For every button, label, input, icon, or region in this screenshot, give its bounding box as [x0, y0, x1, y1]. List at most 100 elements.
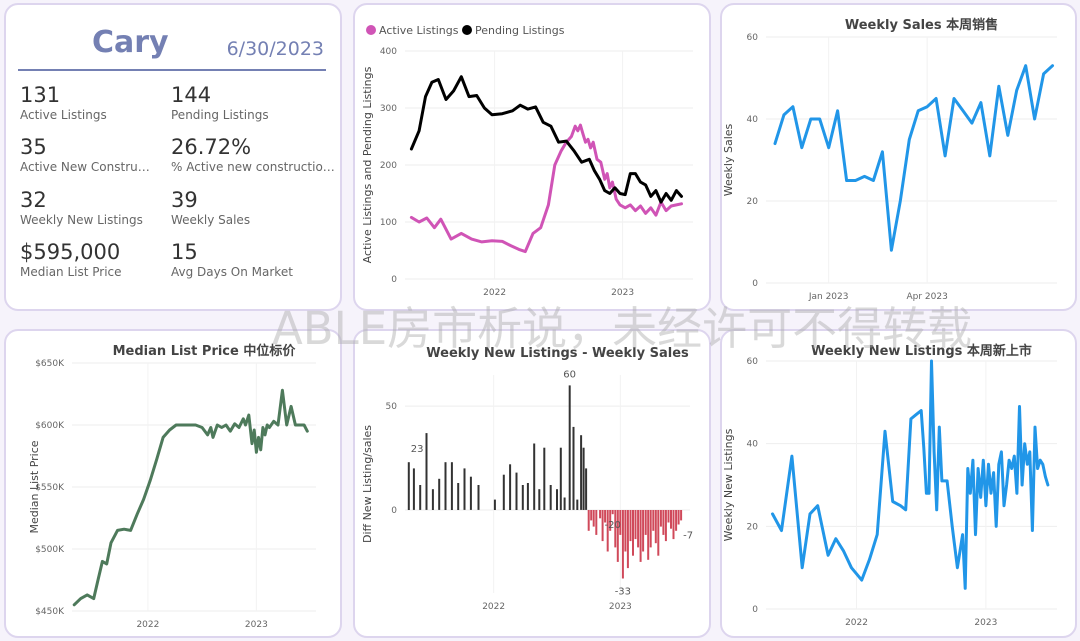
- y-tick-label: 200: [380, 161, 397, 171]
- kpi-value: 39: [171, 188, 198, 212]
- data-label: -33: [615, 586, 631, 597]
- x-tick-label: Jan 2023: [808, 292, 849, 302]
- y-axis-label: Active Listings and Pending Listings: [361, 66, 374, 263]
- kpi-avg-days-on-market: 15 Avg Days On Market: [171, 240, 307, 280]
- bar: [604, 510, 607, 523]
- data-label: -7: [683, 530, 693, 541]
- bar: [457, 483, 460, 510]
- bar: [587, 510, 590, 531]
- bar: [595, 510, 598, 535]
- bar: [677, 510, 680, 525]
- series-line-0: [72, 388, 309, 607]
- kpi-label: Active New Constructions: [20, 160, 156, 174]
- bar: [509, 464, 512, 510]
- bar: [576, 499, 579, 510]
- kpi-active-listings: 131 Active Listings: [20, 83, 156, 123]
- kpi-value: 32: [20, 188, 47, 212]
- kpi-pct-new-constructions: 26.72% % Active new constructions: [171, 135, 336, 175]
- diff-chart-panel: Weekly New Listings - Weekly Sales 0 50 202…: [353, 329, 711, 638]
- series-line-0: [409, 123, 683, 254]
- kpi-value: 131: [20, 83, 61, 107]
- y-tick-label: $550K: [35, 483, 65, 493]
- bar: [444, 462, 447, 510]
- bar: [614, 510, 617, 548]
- bar: [559, 447, 562, 510]
- x-tick-label: 2023: [611, 288, 634, 298]
- bar: [572, 426, 575, 510]
- x-tick-label: 2023: [245, 620, 268, 630]
- kpi-pending-listings: 144 Pending Listings: [171, 83, 307, 123]
- chart-title: Weekly New Listings 本周新上市: [811, 343, 1032, 359]
- kpi-label: Pending Listings: [171, 108, 269, 122]
- legend-label: Pending Listings: [475, 24, 565, 37]
- bar: [526, 483, 529, 510]
- y-tick-label: $600K: [35, 421, 65, 431]
- bar: [634, 510, 637, 540]
- y-tick-label: 60: [747, 357, 759, 367]
- bar: [672, 510, 675, 540]
- data-label: 23: [411, 444, 424, 455]
- bar: [590, 510, 593, 521]
- bar: [675, 510, 678, 531]
- bar: [582, 447, 585, 510]
- bar: [654, 510, 657, 544]
- bar: [680, 510, 683, 521]
- bar: [515, 472, 518, 510]
- y-tick-label: $500K: [35, 545, 65, 555]
- data-label: -20: [605, 520, 621, 531]
- bar: [477, 485, 480, 510]
- kpi-label: Median List Price: [20, 265, 122, 279]
- kpi-value: $595,000: [20, 240, 121, 264]
- bar: [609, 510, 612, 531]
- y-tick-label: $650K: [35, 359, 65, 369]
- bar: [621, 510, 624, 579]
- series-line-0: [771, 359, 1050, 590]
- kpi-label: Avg Days On Market: [171, 265, 293, 279]
- new-listings-chart-panel: Weekly New Listings 本周新上市 0 20 40 60 2022 2023…: [720, 329, 1077, 638]
- bar: [657, 510, 660, 556]
- bar: [626, 510, 629, 569]
- y-tick-label: 300: [380, 104, 397, 114]
- bar: [450, 462, 453, 510]
- chart-title: Weekly Sales 本周销售: [845, 17, 998, 33]
- bar: [412, 468, 415, 510]
- chart-title: Weekly New Listings - Weekly Sales: [426, 346, 689, 361]
- bar: [611, 510, 614, 515]
- x-tick-label: 2022: [845, 618, 868, 628]
- bar: [563, 497, 566, 510]
- y-axis-label: Weekly Sales: [722, 123, 735, 196]
- chart-title: Median List Price 中位标价: [113, 343, 297, 359]
- y-axis-label: Diff New Listing/sales: [361, 425, 374, 543]
- bar: [556, 489, 558, 510]
- kpi-weekly-new-listings: 32 Weekly New Listings: [20, 188, 156, 228]
- bar: [549, 485, 552, 510]
- city-title: Cary: [92, 25, 169, 60]
- x-tick-label: 2022: [483, 288, 506, 298]
- series-line-1: [409, 75, 683, 204]
- diff-chart: Weekly New Listings - Weekly Sales 0 50 202…: [361, 346, 693, 612]
- kpi-label: Weekly Sales: [171, 213, 251, 227]
- y-tick-label: $450K: [35, 607, 65, 617]
- kpi-value: 15: [171, 240, 198, 264]
- y-tick-label: 0: [391, 506, 397, 516]
- y-tick-label: 40: [747, 440, 759, 450]
- kpi-median-list-price: $595,000 Median List Price: [20, 240, 156, 280]
- legend-label: Active Listings: [379, 24, 459, 37]
- kpi-panel: Cary 6/30/2023 131 Active Listings 144 P…: [4, 3, 342, 311]
- bar: [629, 510, 632, 542]
- bar: [667, 510, 670, 523]
- y-tick-label: 40: [747, 115, 759, 125]
- y-tick-label: 100: [380, 218, 397, 228]
- y-tick-label: 20: [747, 522, 759, 532]
- bar: [606, 510, 609, 552]
- report-date: 6/30/2023: [226, 38, 324, 60]
- bar: [585, 468, 588, 510]
- kpi-label: Active Listings: [20, 108, 107, 122]
- y-tick-label: 0: [391, 275, 397, 285]
- bar: [659, 510, 662, 527]
- kpi-label: Weekly New Listings: [20, 213, 143, 227]
- bar: [642, 510, 645, 552]
- bar: [664, 510, 667, 542]
- bar: [637, 510, 640, 548]
- x-tick-label: 2023: [974, 618, 997, 628]
